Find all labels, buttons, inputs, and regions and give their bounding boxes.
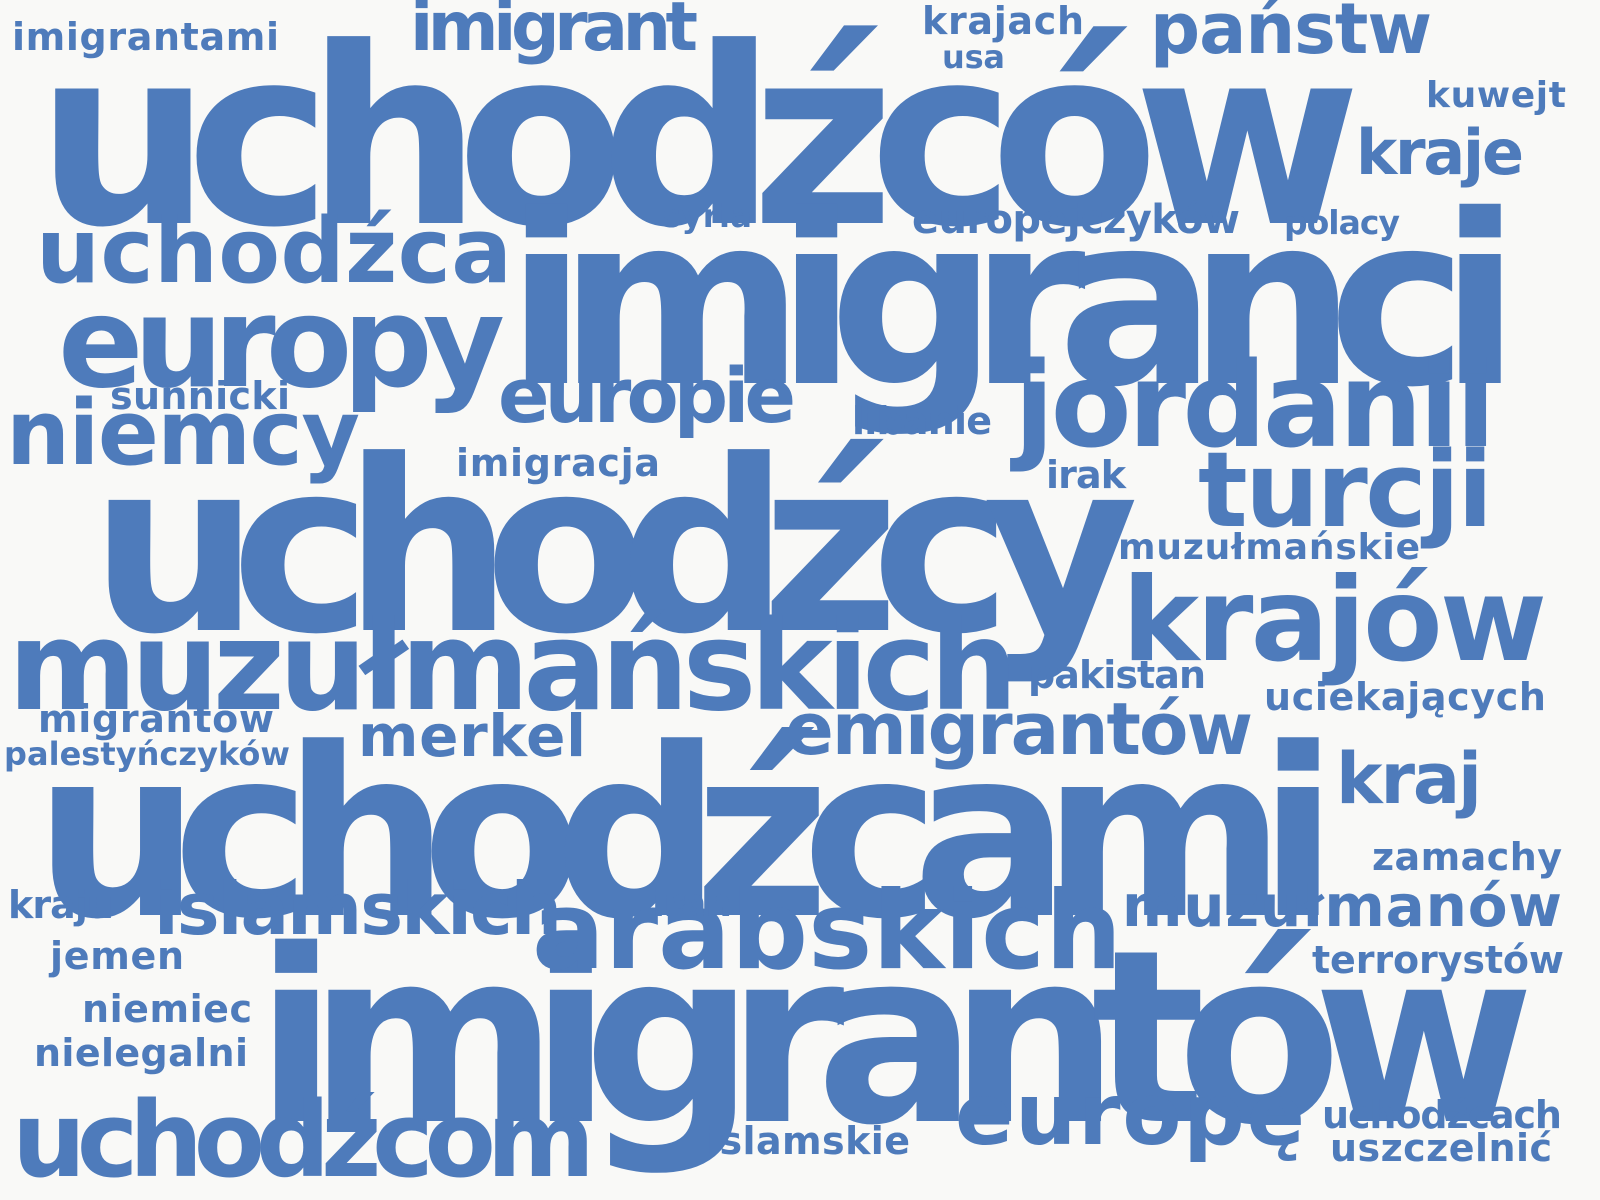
word-europe: europę: [955, 1065, 1307, 1165]
word-arabskich: arabskich: [532, 869, 1122, 994]
word-niemiec: niemiec: [82, 987, 253, 1031]
word-usa: usa: [942, 38, 1005, 76]
word-uchodzcom: uchodźcom: [12, 1079, 595, 1200]
word-iran: iran: [652, 881, 732, 925]
word-kraju: kraju: [8, 883, 114, 927]
word-kraje: kraje: [1356, 116, 1524, 189]
word-muzulmanskie: muzułmańskie: [1118, 527, 1421, 568]
word-imigrantow: imigrantów: [255, 898, 1535, 1178]
word-europy: europy: [58, 269, 505, 416]
word-krajach: krajach: [922, 0, 1085, 43]
word-muzulmanskich: muzułmańskich: [8, 595, 1018, 739]
word-polacy: polacy: [1284, 203, 1400, 242]
word-islamskich: islamskich: [154, 867, 562, 951]
word-libanie: libanie: [852, 399, 992, 443]
word-uchodzcow: uchodźców: [36, 0, 1361, 282]
word-uszczelnic: uszczelnić: [1330, 1126, 1553, 1170]
word-europie: europie: [498, 351, 796, 440]
word-imigracja: imigracja: [456, 441, 661, 485]
word-muzulmanow: muzułmanów: [1122, 872, 1563, 940]
word-syria: syria: [662, 197, 753, 235]
word-migrantow: migrantów: [38, 697, 275, 741]
word-imigranci: imigranci: [506, 164, 1521, 439]
word-merkel: merkel: [358, 702, 587, 770]
word-sunnicki: sunnicki: [110, 374, 291, 418]
word-terrorystow: terrorystów: [1312, 938, 1564, 982]
word-panstw: państw: [1150, 0, 1432, 70]
word-emigrantow: emigrantów: [785, 687, 1253, 771]
word-irak: irak: [1046, 453, 1126, 497]
word-uchodzcy: uchodźcy: [90, 410, 1139, 687]
word-kuwejt: kuwejt: [1426, 75, 1567, 116]
word-nielegalni: nielegalni: [34, 1031, 249, 1075]
word-niemcy: niemcy: [6, 381, 360, 486]
word-zamachy: zamachy: [1372, 835, 1563, 879]
word-uciekajacych: uciekających: [1264, 675, 1547, 719]
word-turcji: turcji: [1198, 429, 1493, 551]
word-kraj: kraj: [1336, 738, 1482, 820]
word-jemen: jemen: [50, 934, 185, 978]
word-uchodzca: uchodźca: [36, 199, 513, 304]
word-europejczykow: europejczyków: [912, 197, 1240, 243]
word-palestynczykow: palestyńczyków: [4, 735, 291, 773]
word-krajow: krajów: [1122, 553, 1547, 688]
word-imigrantami: imigrantami: [12, 15, 280, 59]
word-uchodzcach: uchodźcach: [1322, 1093, 1562, 1137]
word-jordanii: jordanii: [1014, 336, 1496, 474]
word-uchodzcami: uchodźcami: [34, 699, 1338, 971]
word-islamskie: islamskie: [706, 1119, 911, 1163]
word-imigrant: imigrant: [410, 0, 698, 67]
word-pakistan: pakistan: [1028, 653, 1206, 697]
